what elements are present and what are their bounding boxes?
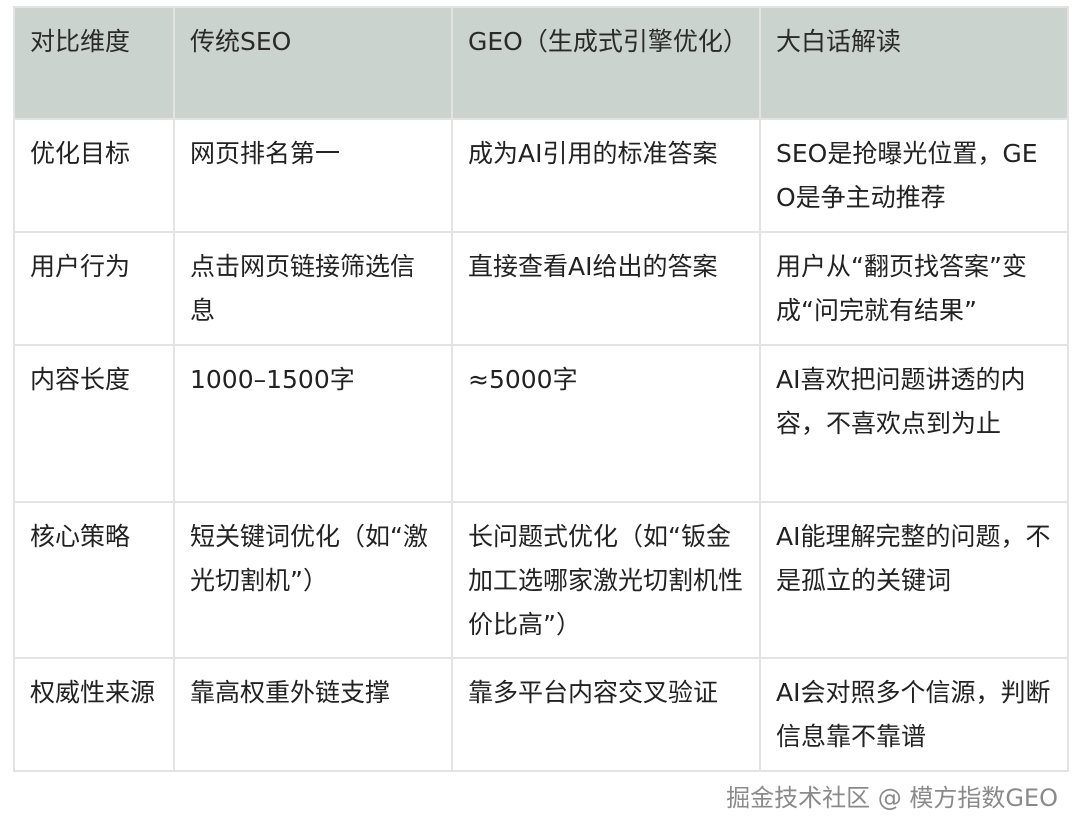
- table-cell: 1000–1500字: [173, 344, 453, 503]
- header-cell: GEO（生成式引擎优化）: [451, 6, 761, 120]
- table-row: 权威性来源 靠高权重外链支撑 靠多平台内容交叉验证 AI会对照多个信源，判断信息…: [13, 657, 1069, 772]
- table-cell: 直接查看AI给出的答案: [451, 231, 761, 346]
- table-cell: 内容长度: [13, 344, 175, 503]
- header-cell: 大白话解读: [759, 6, 1069, 120]
- table-cell: AI喜欢把问题讲透的内容，不喜欢点到为止: [759, 344, 1069, 503]
- table-row: 用户行为 点击网页链接筛选信息 直接查看AI给出的答案 用户从“翻页找答案”变成…: [13, 231, 1069, 346]
- table-cell: 成为AI引用的标准答案: [451, 118, 761, 233]
- table-row: 核心策略 短关键词优化（如“激光切割机”） 长问题式优化（如“钣金加工选哪家激光…: [13, 501, 1069, 659]
- comparison-table: 对比维度 传统SEO GEO（生成式引擎优化） 大白话解读 优化目标 网页排名第…: [13, 6, 1069, 772]
- table-cell: 网页排名第一: [173, 118, 453, 233]
- table-row: 优化目标 网页排名第一 成为AI引用的标准答案 SEO是抢曝光位置，GEO是争主…: [13, 118, 1069, 233]
- table-cell: ≈5000字: [451, 344, 761, 503]
- table-cell: 点击网页链接筛选信息: [173, 231, 453, 346]
- table-cell: SEO是抢曝光位置，GEO是争主动推荐: [759, 118, 1069, 233]
- table-cell: 用户行为: [13, 231, 175, 346]
- table-cell: 用户从“翻页找答案”变成“问完就有结果”: [759, 231, 1069, 346]
- table-cell: AI会对照多个信源，判断信息靠不靠谱: [759, 657, 1069, 772]
- header-cell: 传统SEO: [173, 6, 453, 120]
- table-row: 内容长度 1000–1500字 ≈5000字 AI喜欢把问题讲透的内容，不喜欢点…: [13, 344, 1069, 503]
- table-cell: 长问题式优化（如“钣金加工选哪家激光切割机性价比高”）: [451, 501, 761, 659]
- table-header-row: 对比维度 传统SEO GEO（生成式引擎优化） 大白话解读: [13, 6, 1069, 120]
- watermark: 掘金技术社区 @ 模方指数GEO: [726, 784, 1058, 812]
- table-cell: 靠高权重外链支撑: [173, 657, 453, 772]
- table-cell: 短关键词优化（如“激光切割机”）: [173, 501, 453, 659]
- table-cell: 优化目标: [13, 118, 175, 233]
- table-cell: 靠多平台内容交叉验证: [451, 657, 761, 772]
- table-cell: AI能理解完整的问题，不是孤立的关键词: [759, 501, 1069, 659]
- table-cell: 权威性来源: [13, 657, 175, 772]
- header-cell: 对比维度: [13, 6, 175, 120]
- table-cell: 核心策略: [13, 501, 175, 659]
